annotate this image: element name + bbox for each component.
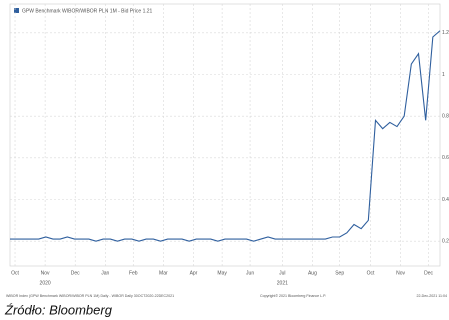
y-tick-label: 0.4	[442, 197, 449, 203]
footer-right: 22-Dec-2021 11:04	[416, 294, 447, 298]
x-tick-label: May	[217, 270, 227, 276]
x-tick-label: Dec	[424, 270, 433, 276]
x-tick-label: Apr	[190, 270, 198, 276]
footer-center: Copyright© 2021 Bloomberg Finance L.P.	[260, 294, 326, 298]
x-tick-label: Mar	[159, 270, 168, 276]
x-tick-label: Oct	[11, 270, 19, 276]
year-label: 2020	[40, 280, 51, 286]
y-tick-label: 0.2	[442, 238, 449, 244]
x-tick-label: Nov	[41, 270, 50, 276]
year-label: 2021	[277, 280, 288, 286]
y-tick-label: 0.8	[442, 113, 449, 119]
y-tick-label: 0.6	[442, 155, 449, 161]
legend-label: GPW Benchmark WIBOR/WIBOR PLN 1M - Bid P…	[22, 8, 153, 14]
x-tick-label: Jun	[246, 270, 254, 276]
data-line	[10, 30, 441, 242]
x-tick-label: Nov	[396, 270, 405, 276]
x-tick-label: Feb	[129, 270, 138, 276]
x-tick-label: Jul	[279, 270, 285, 276]
plot-frame	[9, 3, 441, 267]
x-tick-label: Dec	[71, 270, 80, 276]
legend-swatch	[14, 8, 19, 13]
x-tick-label: Jan	[101, 270, 109, 276]
footer-left: WIBOR Index (GPW Benchmark WIBOR/WIBOR P…	[6, 294, 174, 298]
x-tick-label: Aug	[308, 270, 317, 276]
y-tick-label: 1.2	[442, 30, 449, 36]
x-tick-label: Oct	[367, 270, 375, 276]
source: Źródło: Bloomberg	[4, 302, 113, 317]
y-tick-label: 1	[442, 72, 445, 78]
x-tick-label: Sep	[335, 270, 344, 276]
